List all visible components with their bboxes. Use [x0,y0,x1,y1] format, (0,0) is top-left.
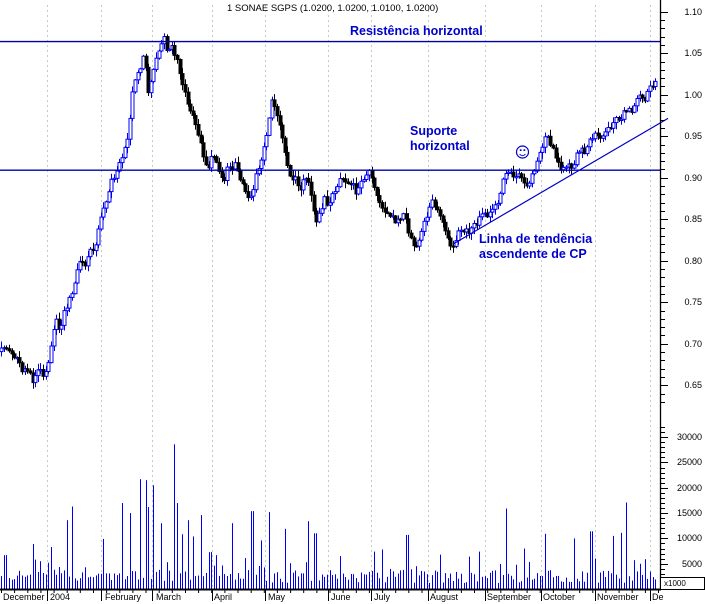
trendline-annotation-line1: Linha de tendência [479,232,593,246]
month-label: March [156,592,182,602]
bottom-axis-ticks [1,589,659,601]
ascending-trendline[interactable] [452,117,669,245]
volume-tick-label: 10000 [676,533,702,543]
trendline-annotation[interactable]: Linha de tendência ascendente de CP [479,232,592,262]
price-tick-label: 0.65 [684,380,702,390]
volume-tick-label: 5000 [681,559,702,569]
right-axis-ticks [661,12,668,585]
month-label: De [652,592,664,602]
price-tick-label: 0.75 [684,297,702,307]
price-tick-label: 0.90 [684,173,702,183]
volume-bars[interactable] [1,444,656,589]
month-label: November [597,592,639,602]
candlesticks[interactable] [0,33,658,389]
month-label: May [268,592,286,602]
smiley-icon[interactable] [515,145,530,159]
trendline-annotation-line2: ascendente de CP [479,247,587,261]
volume-multiplier-label: x1000 [660,577,705,590]
support-annotation-line2: horizontal [410,139,470,153]
resistance-annotation[interactable]: Resistência horizontal [350,24,483,38]
price-tick-label: 0.85 [684,214,702,224]
chart-title: 1 SONAE SGPS (1.0200, 1.0200, 1.0100, 1.… [227,3,439,14]
month-label: September [487,592,532,602]
volume-tick-label: 30000 [676,432,702,442]
month-label: April [214,592,233,602]
month-label: June [331,592,351,602]
price-tick-label: 1.00 [684,90,702,100]
month-label: December [3,592,45,602]
month-label: 2004 [50,592,71,602]
month-label: October [543,592,576,602]
month-label: February [105,592,142,602]
price-tick-label: 1.05 [684,48,702,58]
volume-tick-label: 15000 [676,508,702,518]
month-label: August [430,592,459,602]
price-tick-label: 0.95 [684,131,702,141]
month-label: July [374,592,391,602]
support-annotation-line1: Suporte [410,124,458,138]
price-tick-label: 1.10 [684,7,702,17]
volume-tick-label: 20000 [676,483,702,493]
price-tick-label: 0.80 [684,256,702,266]
volume-tick-label: 25000 [676,457,702,467]
support-annotation[interactable]: Suporte horizontal [410,124,470,154]
price-tick-label: 0.70 [684,339,702,349]
